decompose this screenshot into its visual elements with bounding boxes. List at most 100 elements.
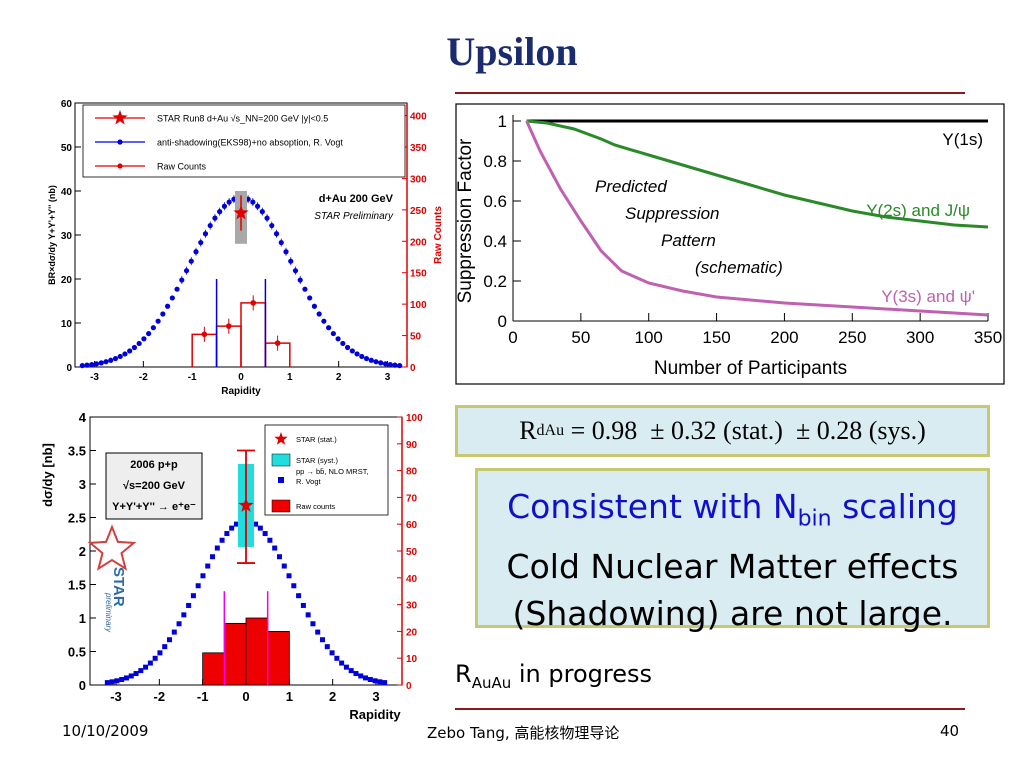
dau-model-point xyxy=(321,318,327,324)
pp-model-point xyxy=(281,563,287,569)
dau-model-point xyxy=(112,355,119,362)
dau-y-tick-label: 0 xyxy=(66,363,72,374)
suppression-y-tick-label: 0.6 xyxy=(483,192,507,211)
footer-rule xyxy=(455,708,965,710)
dau-x-tick-label: -3 xyxy=(90,372,99,383)
rdau-value: = 0.98 ± 0.32 (stat.) ± 0.28 (sys.) xyxy=(564,416,926,445)
rdau-subscript: dAu xyxy=(536,422,565,439)
pp-model-point xyxy=(157,650,163,656)
dau-raw-count-bin xyxy=(240,302,267,367)
pp-x-tick-label: 1 xyxy=(286,689,293,704)
pp-legend-label: R. Vogt xyxy=(296,477,322,486)
pp-model-point xyxy=(166,637,172,643)
star-logo-sub: preliminary xyxy=(104,592,113,633)
pp-model-point xyxy=(233,521,239,527)
pp-y-tick-label: 1 xyxy=(79,611,86,626)
dau-model-point xyxy=(368,357,374,363)
dau-model-point xyxy=(212,215,218,221)
pp-legend-label: STAR (syst.) xyxy=(296,456,338,465)
dau-model-point xyxy=(307,295,313,301)
dau-model-point xyxy=(150,325,156,331)
dau-model-point xyxy=(198,239,204,246)
suppression-series-label: Υ(2s) and J/ψ xyxy=(866,201,970,220)
pp-model-point xyxy=(104,680,110,686)
rauau-symbol: R xyxy=(455,660,472,688)
dau-model-point xyxy=(283,249,289,255)
suppression-series-label: Υ(1s) xyxy=(942,130,983,149)
pp-y-right-tick-label: 30 xyxy=(406,601,418,612)
suppression-y-axis-title: Suppression Factor xyxy=(455,138,476,303)
dau-model-point xyxy=(335,336,341,342)
suppression-x-tick-label: 100 xyxy=(635,328,663,347)
pp-x-tick-label: 3 xyxy=(372,689,379,704)
pp-model-point xyxy=(128,673,134,679)
pp-y-tick-label: 2.5 xyxy=(68,511,86,526)
pp-model-point xyxy=(138,668,144,674)
dau-x-tick-label: 2 xyxy=(336,372,342,383)
pp-y-tick-label: 0 xyxy=(79,678,86,693)
footer-author: Zebo Tang, 高能核物理导论 xyxy=(427,724,620,742)
conclusion-line-3: (Shadowing) are not large. xyxy=(512,593,953,633)
dau-model-point xyxy=(330,330,336,337)
pp-raw-count-bar xyxy=(223,622,247,686)
pp-model-point xyxy=(305,612,311,618)
pp-model-point xyxy=(229,525,235,531)
pp-model-point xyxy=(334,655,340,661)
suppression-series-label: Υ(3s) and ψ' xyxy=(881,287,975,306)
dau-model-point xyxy=(146,330,152,337)
pp-raw-count-bar xyxy=(245,617,269,686)
suppression-x-tick-label: 250 xyxy=(838,328,866,347)
pp-model-point xyxy=(219,537,225,543)
pp-x-tick-label: -2 xyxy=(154,689,166,704)
dau-y-right-tick-label: 250 xyxy=(410,206,427,217)
dau-model-point xyxy=(136,340,142,347)
dau-model-point xyxy=(273,231,280,237)
dau-model-point xyxy=(202,231,209,237)
dau-model-point xyxy=(250,199,256,205)
dau-x-tick-label: 1 xyxy=(287,372,293,383)
dau-legend-dot-icon xyxy=(117,139,123,145)
pp-model-point xyxy=(171,629,177,635)
conclusion-line-1: Consistent with Nbin scaling xyxy=(478,483,987,543)
dau-model-point xyxy=(349,348,355,354)
dau-y-axis-title: BR×dσ/dy Υ+Υ'+Υ'' (nb) xyxy=(47,185,57,285)
dau-model-point xyxy=(340,340,346,347)
pp-model-point xyxy=(181,612,187,618)
pp-model-point xyxy=(267,537,273,543)
dau-x-tick-label: 0 xyxy=(238,372,244,383)
suppression-annotation-line: Suppression xyxy=(625,204,720,223)
suppression-chart-panel: 0 50 100 150 200 250 300 350 0 0.2 0.4 0.6 0.8 1 Numbe… xyxy=(455,103,1005,385)
dau-model-point xyxy=(160,311,166,317)
suppression-panel-border xyxy=(455,103,1005,385)
dau-legend: STAR Run8 d+Au √s_NN=200 GeV |y|<0.5 anti… xyxy=(82,104,406,178)
pp-model-point xyxy=(324,644,330,650)
pp-y-right-tick-label: 80 xyxy=(406,467,418,478)
dau-annotation-title: d+Au 200 GeV xyxy=(319,193,394,205)
dau-model-point xyxy=(354,351,360,357)
dau-x-tick-label: -1 xyxy=(188,372,197,383)
dau-model-point xyxy=(344,344,351,351)
dau-raw-count-point xyxy=(274,340,281,346)
pp-model-point xyxy=(119,677,125,683)
pp-y-tick-label: 3.5 xyxy=(68,444,86,459)
pp-model-point xyxy=(195,583,201,589)
pp-y-right-tick-label: 20 xyxy=(406,627,418,638)
dau-legend-frame xyxy=(82,104,406,178)
dau-y-right-tick-label: 50 xyxy=(410,332,422,343)
pp-x-tick-label: 0 xyxy=(242,689,249,704)
dau-model-point xyxy=(226,199,232,205)
dau-model-point xyxy=(292,268,299,274)
pp-model-point xyxy=(358,673,364,679)
suppression-annotation-line: Predicted xyxy=(595,177,667,196)
pp-model-point xyxy=(367,677,373,683)
star-logo-icon xyxy=(87,524,137,571)
dau-legend-label: Raw Counts xyxy=(157,162,207,172)
star-logo-text: STAR xyxy=(110,567,127,607)
pp-x-tick-label: 2 xyxy=(329,689,336,704)
suppression-x-axis-title: Number of Participants xyxy=(654,358,847,379)
dau-model-point xyxy=(174,286,180,292)
rauau-subscript: AuAu xyxy=(471,673,512,692)
dau-model-point xyxy=(207,222,213,229)
pp-model-point xyxy=(162,644,168,650)
